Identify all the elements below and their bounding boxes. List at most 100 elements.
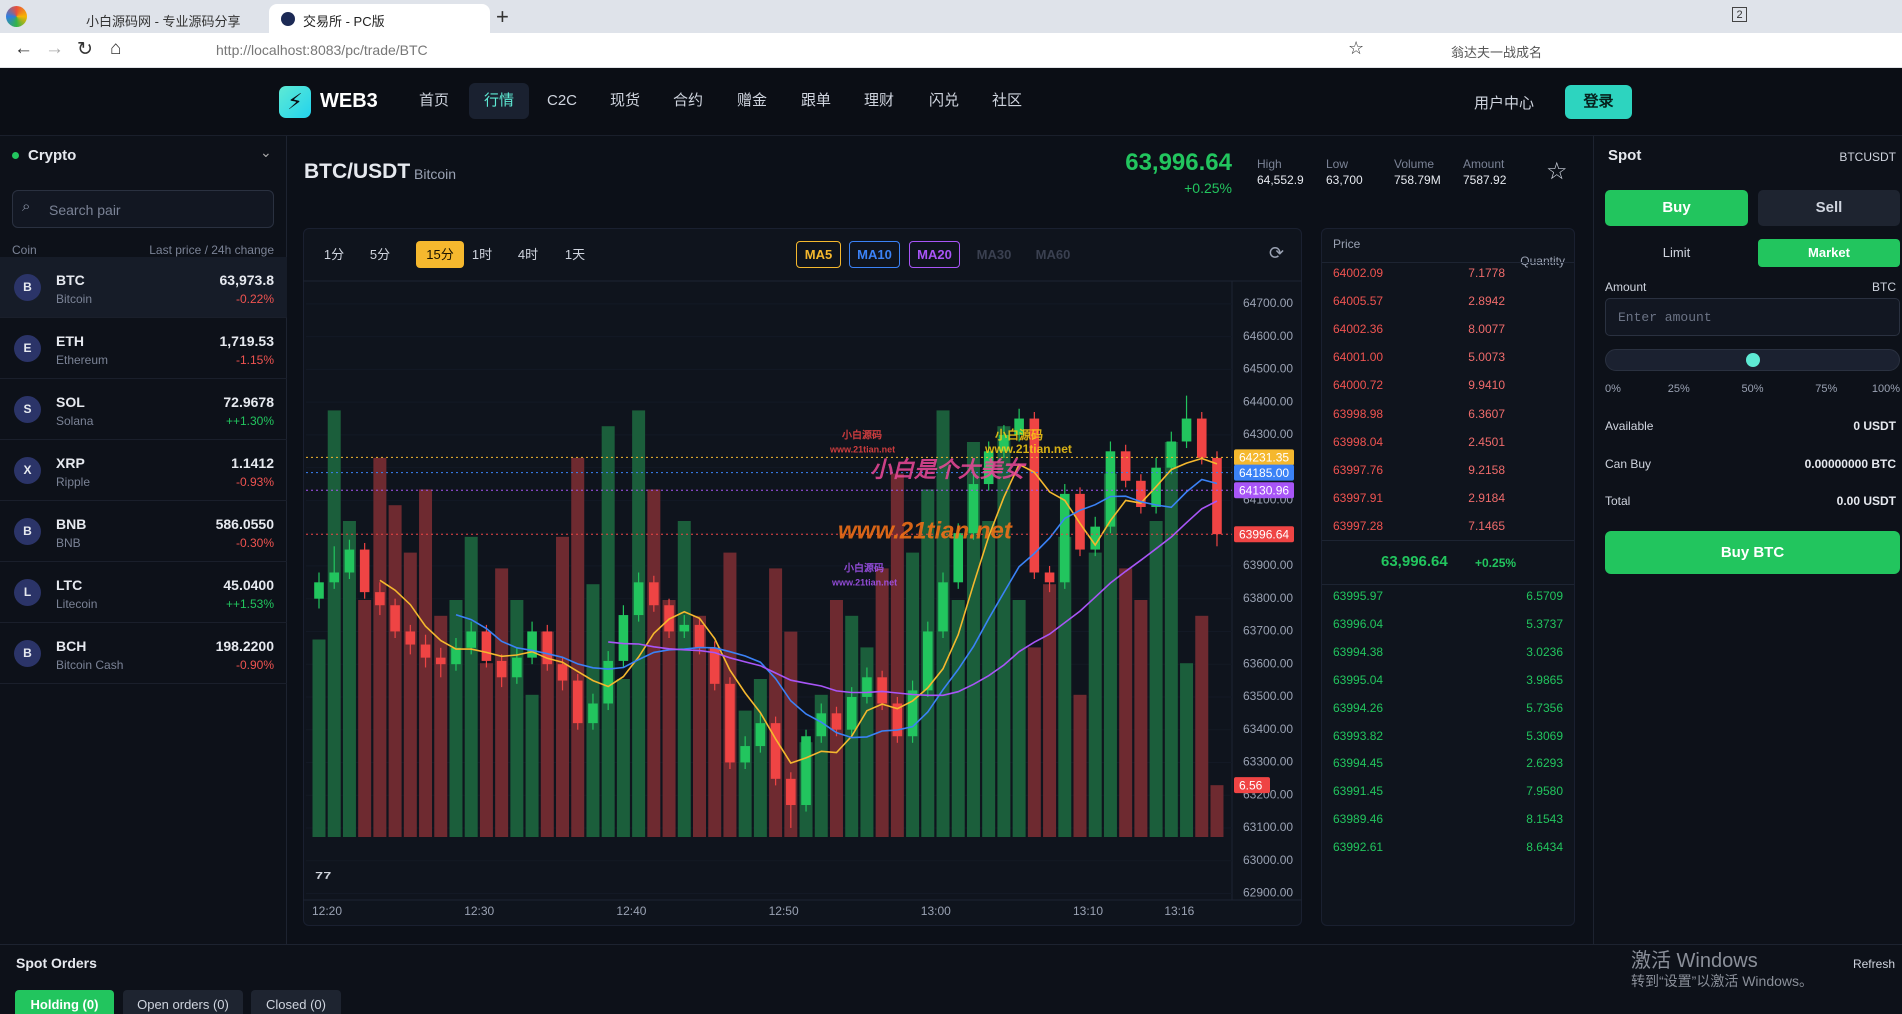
favorite[interactable]: ☆ [1546, 158, 1568, 185]
ma-toggle[interactable]: MA10 [849, 241, 900, 268]
new-tab[interactable]: + [496, 4, 509, 29]
search-input[interactable]: Search pair [12, 190, 274, 228]
ma-toggle[interactable]: MA30 [976, 247, 1012, 262]
coin-icon: B [14, 274, 41, 301]
nav-item[interactable]: C2C [546, 92, 577, 109]
stat-value: 7587.92 [1463, 173, 1507, 187]
slider-knob[interactable] [1745, 353, 1760, 367]
coin-row[interactable] [0, 257, 287, 318]
bid-qty: 8.1543 [1526, 812, 1563, 827]
coin-row[interactable] [0, 440, 287, 501]
ob-divider [1322, 262, 1574, 263]
logo: WEB3 [320, 90, 378, 112]
orders-tab[interactable]: Closed (0) [251, 990, 341, 1014]
bid-price: 63994.45 [1333, 756, 1384, 771]
coin-change: -0.30% [235, 536, 274, 550]
nav-button[interactable]: ↻ [77, 39, 93, 60]
bookmark[interactable]: ☆ [1348, 38, 1365, 58]
coin-row[interactable] [0, 623, 287, 684]
bid-price: 63995.97 [1333, 589, 1384, 603]
coin-name: Bitcoin [56, 292, 93, 306]
orders-tab[interactable]: Holding (0) [15, 990, 114, 1014]
coin-row[interactable] [0, 379, 287, 440]
ask-price: 63997.91 [1333, 490, 1384, 505]
coin-symbol: BCH [56, 638, 87, 654]
sell-tab[interactable]: Sell [1758, 190, 1900, 226]
coin-icon: L [14, 579, 41, 606]
tab[interactable]: 小白源码网 - 专业源码分享 [86, 14, 241, 29]
ask-price: 63998.04 [1333, 434, 1384, 449]
interval[interactable]: 1时 [471, 247, 493, 262]
amount-input[interactable]: Enter amount [1605, 298, 1900, 336]
refresh-chart[interactable]: ⟳ [1269, 243, 1285, 263]
orders-tab[interactable]: Open orders (0) [123, 990, 243, 1014]
refresh[interactable]: Refresh [1852, 957, 1895, 971]
coin-symbol: ETH [56, 333, 84, 349]
nav-item[interactable]: 现货 [609, 92, 640, 109]
limit-tab[interactable]: Limit [1662, 245, 1691, 260]
bid-price: 63994.26 [1333, 700, 1384, 715]
ask-price: 64005.57 [1333, 294, 1384, 309]
search-box[interactable]: 翁达夫一战成名 [1451, 45, 1543, 60]
nav-item[interactable]: 合约 [672, 92, 703, 109]
bid-price: 63993.82 [1333, 728, 1384, 743]
nav-item[interactable]: 闪兑 [928, 92, 959, 109]
coin-price: 72.9678 [223, 394, 274, 410]
interval[interactable]: 15分 [416, 241, 464, 268]
bid-price: 63996.04 [1333, 616, 1384, 631]
coin-row[interactable] [0, 318, 287, 379]
interval[interactable]: 1天 [564, 247, 586, 262]
nav-item[interactable]: 赠金 [736, 92, 767, 109]
chevron[interactable]: ⌄ [260, 144, 272, 160]
coin-name: Litecoin [56, 597, 98, 611]
nav-item[interactable]: 理财 [863, 92, 894, 109]
stat-label: Volume [1394, 157, 1435, 171]
spot-pair: BTCUSDT [1839, 150, 1896, 164]
login-button[interactable]: 登录 [1565, 85, 1632, 119]
bid-qty: 5.3069 [1526, 728, 1563, 743]
ask-qty: 9.2158 [1468, 462, 1505, 477]
amount-unit: BTC [1872, 280, 1896, 294]
nav-button[interactable]: ← [14, 38, 33, 59]
ma-toggle[interactable]: MA5 [796, 241, 841, 268]
bid-price: 63995.04 [1333, 672, 1384, 687]
ask-qty: 7.1778 [1468, 266, 1505, 280]
orderbook-panel [1321, 228, 1575, 926]
nav-item[interactable]: 行情 [469, 83, 529, 119]
coin-change: ++1.30% [225, 414, 274, 428]
nav-item[interactable]: 跟单 [800, 92, 831, 109]
nav-item[interactable]: 首页 [418, 92, 449, 109]
coin-row[interactable] [0, 562, 287, 623]
ma-toggle[interactable]: MA20 [909, 241, 960, 268]
interval[interactable]: 4时 [517, 247, 539, 262]
bid-qty: 3.9865 [1526, 672, 1563, 687]
coin-name: Ripple [56, 475, 91, 489]
coin-name: BNB [56, 536, 81, 550]
nav-button[interactable]: → [45, 38, 64, 59]
coin-symbol: LTC [56, 577, 83, 593]
buy-button[interactable]: Buy BTC [1605, 531, 1900, 574]
spot-title: Spot [1608, 147, 1642, 164]
nav-button[interactable]: ⌂ [110, 38, 122, 59]
coin-icon: B [14, 640, 41, 667]
ob-divider [1322, 540, 1574, 541]
ask-price: 63997.28 [1333, 518, 1384, 533]
buy-tab[interactable]: Buy [1605, 190, 1748, 226]
bid-price: 63994.38 [1333, 644, 1384, 659]
coin-row[interactable] [0, 501, 287, 562]
user-center[interactable]: 用户中心 [1474, 95, 1535, 112]
tab[interactable]: 交易所 - PC版 [269, 4, 490, 33]
ask-price: 64002.09 [1333, 266, 1384, 280]
search-icon: ⌕ [22, 198, 31, 215]
market-tab[interactable]: Market [1758, 239, 1900, 267]
interval[interactable]: 5分 [369, 247, 391, 262]
slider-label: 100% [1871, 383, 1900, 395]
bid-qty: 6.5709 [1526, 589, 1563, 603]
interval[interactable]: 1分 [323, 247, 345, 262]
ma-toggle[interactable]: MA60 [1035, 247, 1071, 262]
orders-title: Spot Orders [16, 955, 97, 971]
bid-price: 63992.61 [1333, 840, 1384, 855]
nav-item[interactable]: 社区 [991, 92, 1022, 109]
status-dot [12, 152, 19, 159]
info-value: 0 USDT [1853, 419, 1896, 433]
